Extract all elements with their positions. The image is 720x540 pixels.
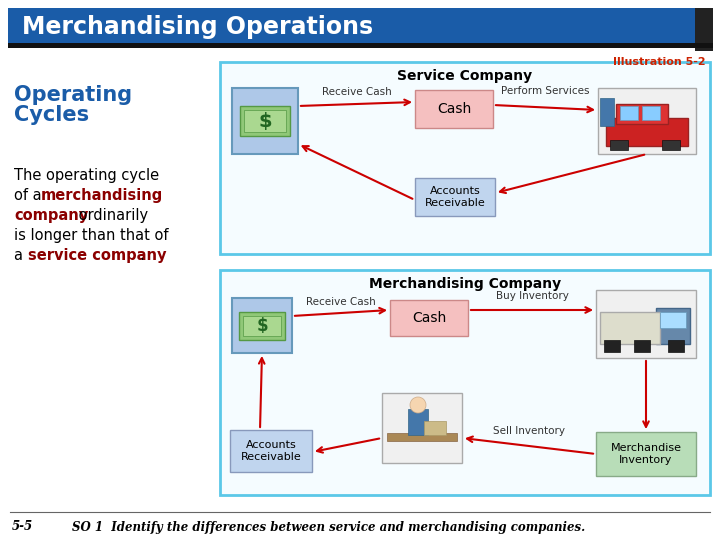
Text: Accounts
Receivable: Accounts Receivable (425, 186, 485, 208)
Bar (415, 90, 493, 128)
Circle shape (410, 397, 426, 413)
Text: Accounts
Receivable: Accounts Receivable (240, 440, 302, 462)
Bar (8, 8, 703, 46)
Bar (243, 316, 281, 336)
Bar (220, 270, 710, 495)
Text: service company: service company (28, 248, 166, 263)
Bar (390, 300, 468, 336)
Bar (240, 106, 290, 136)
Bar (387, 433, 457, 441)
Bar (668, 340, 684, 352)
Bar (600, 312, 660, 344)
Text: a: a (14, 248, 27, 263)
Bar (596, 432, 696, 476)
Bar (239, 312, 285, 340)
Text: Perform Services: Perform Services (501, 86, 590, 96)
Text: Buy Inventory: Buy Inventory (495, 291, 568, 301)
Text: Cash: Cash (412, 311, 446, 325)
Text: Merchandising Operations: Merchandising Operations (22, 15, 373, 39)
Bar (620, 106, 638, 120)
Bar (8, 43, 713, 48)
Text: Service Company: Service Company (397, 69, 533, 83)
Bar (220, 62, 710, 254)
Text: Operating: Operating (14, 85, 132, 105)
Bar (610, 140, 628, 150)
Bar (600, 98, 614, 126)
Bar (424, 421, 446, 435)
Bar (232, 298, 292, 353)
Bar (244, 110, 286, 132)
Text: Merchandising Company: Merchandising Company (369, 277, 561, 291)
Bar (656, 308, 690, 344)
Text: Illustration 5-2: Illustration 5-2 (613, 57, 706, 67)
Text: The operating cycle: The operating cycle (14, 168, 159, 183)
Text: Cash: Cash (437, 102, 471, 116)
Bar (230, 430, 312, 472)
Bar (634, 340, 650, 352)
Text: company: company (14, 208, 89, 223)
Text: Cycles: Cycles (14, 105, 89, 125)
Text: ordinarily: ordinarily (74, 208, 148, 223)
Text: Receive Cash: Receive Cash (322, 87, 392, 97)
Text: Receive Cash: Receive Cash (306, 297, 376, 307)
Bar (606, 118, 688, 146)
Text: SO 1  Identify the differences between service and merchandising companies.: SO 1 Identify the differences between se… (72, 521, 585, 534)
Text: $: $ (258, 111, 272, 131)
Bar (232, 88, 298, 154)
Text: Merchandise
Inventory: Merchandise Inventory (611, 443, 682, 465)
Text: merchandising: merchandising (41, 188, 163, 203)
Bar (408, 409, 428, 435)
Bar (616, 104, 668, 124)
Text: is longer than that of: is longer than that of (14, 228, 168, 243)
Text: 5-5: 5-5 (12, 521, 33, 534)
Bar (596, 290, 696, 358)
Bar (660, 312, 686, 328)
Bar (695, 8, 713, 51)
Bar (662, 140, 680, 150)
Text: .: . (139, 248, 144, 263)
Bar (382, 393, 462, 463)
Bar (604, 340, 620, 352)
Text: Sell Inventory: Sell Inventory (493, 426, 565, 436)
Bar (598, 88, 696, 154)
Bar (415, 178, 495, 216)
Text: of a: of a (14, 188, 46, 203)
Text: $: $ (256, 317, 268, 335)
Bar (642, 106, 660, 120)
